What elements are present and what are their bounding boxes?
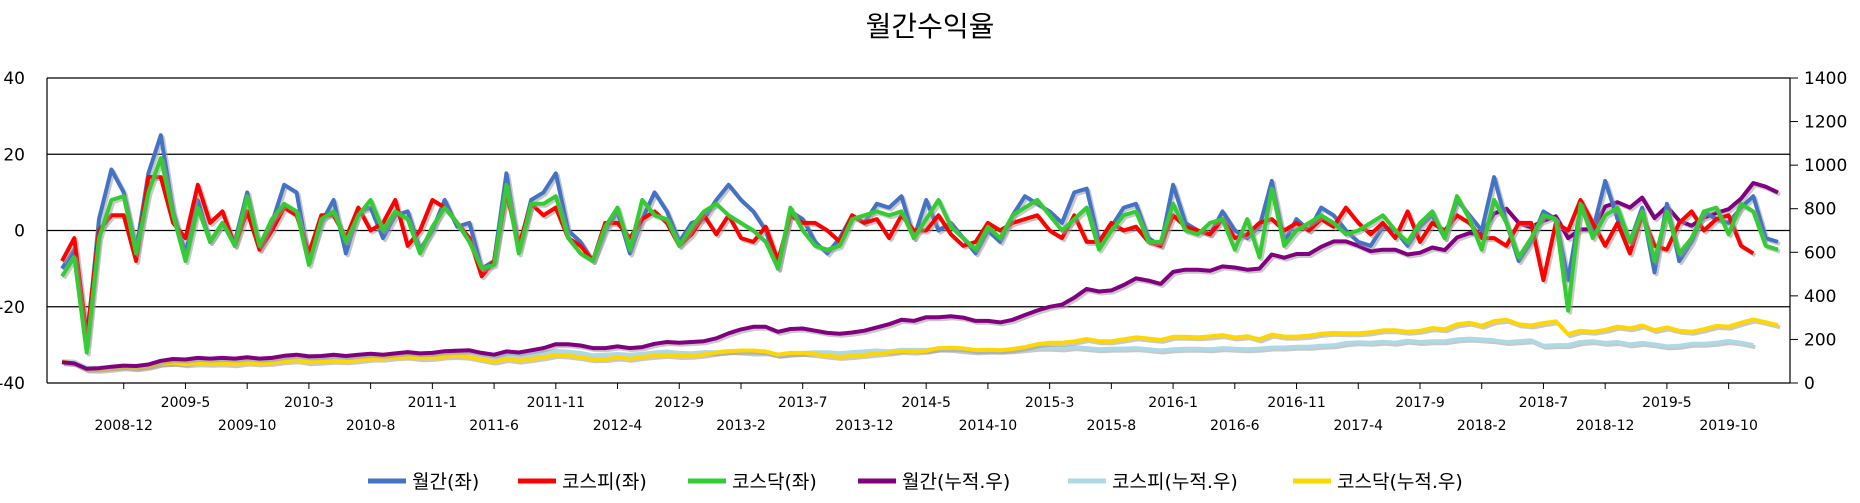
x-tick-label: 2019-5 xyxy=(1642,395,1692,411)
x-tick-label: 2015-3 xyxy=(1025,395,1075,411)
series-shadow-monthly xyxy=(62,135,1781,349)
x-tick-label: 2017-9 xyxy=(1395,395,1445,411)
x-axis: 2009-5 2010-3 2011-1 2011-11 2012-9 2013-7 201… xyxy=(94,383,1758,434)
y-left-tick-label: 40 xyxy=(3,69,25,89)
y-right-tick-label: 800 xyxy=(1804,200,1836,220)
left-axis: 40 20 0 -20 -40 xyxy=(0,69,48,394)
y-right-tick-label: 1200 xyxy=(1804,113,1847,133)
x-tick-label: 2008-12 xyxy=(94,418,153,434)
y-right-tick-label: 1400 xyxy=(1804,69,1847,89)
x-tick-label: 2018-12 xyxy=(1576,418,1635,434)
x-tick-label: 2009-10 xyxy=(218,418,277,434)
x-tick-label: 2018-7 xyxy=(1519,395,1569,411)
right-axis: 1400 1200 1000 800 600 400 200 0 xyxy=(1789,69,1847,394)
x-tick-label: 2019-10 xyxy=(1699,418,1758,434)
y-right-tick-label: 1000 xyxy=(1804,156,1847,176)
legend: 월간(좌) 코스피(좌) 코스닥(좌) 월간(누적.우) 코스피(누적.우) 코스닥(누적… xyxy=(368,471,1463,493)
x-tick-label: 2014-5 xyxy=(901,395,951,411)
x-tick-label: 2011-11 xyxy=(527,395,586,411)
x-tick-label: 2013-12 xyxy=(835,418,894,434)
x-tick-label: 2016-11 xyxy=(1267,395,1326,411)
y-right-tick-label: 0 xyxy=(1804,374,1815,394)
legend-label-kosdaq-cumulative: 코스닥(누적.우) xyxy=(1337,471,1463,493)
x-tick-label: 2011-1 xyxy=(408,395,458,411)
y-left-tick-label: -40 xyxy=(0,374,25,394)
legend-label-kosdaq: 코스닥(좌) xyxy=(732,471,817,493)
series-shadow-kosdaq-cumulative xyxy=(63,319,1781,374)
y-right-tick-label: 600 xyxy=(1804,243,1836,263)
x-tick-label: 2016-1 xyxy=(1148,395,1198,411)
series-shadow-kosdaq xyxy=(62,158,1781,357)
series-line-kosdaq xyxy=(60,156,1779,355)
x-tick-label: 2015-8 xyxy=(1087,418,1137,434)
series-line-kosdaq-cumulative xyxy=(61,317,1779,372)
y-left-tick-label: 20 xyxy=(3,145,25,165)
series-line-monthly xyxy=(60,133,1779,347)
x-tick-label: 2010-3 xyxy=(284,395,334,411)
legend-label-kospi-cumulative: 코스피(누적.우) xyxy=(1112,471,1238,493)
chart-title: 월간수익율 xyxy=(866,10,995,43)
y-right-tick-label: 400 xyxy=(1804,287,1836,307)
x-tick-label: 2011-6 xyxy=(469,418,519,434)
x-tick-label: 2017-4 xyxy=(1333,418,1383,434)
legend-label-monthly-cumulative: 월간(누적.우) xyxy=(902,471,1010,493)
series-shadow-monthly-cumulative xyxy=(63,183,1781,373)
x-tick-label: 2018-2 xyxy=(1457,418,1507,434)
legend-label-monthly: 월간(좌) xyxy=(412,471,479,493)
x-tick-label: 2012-4 xyxy=(593,418,643,434)
x-tick-label: 2013-7 xyxy=(778,395,828,411)
x-tick-label: 2014-10 xyxy=(959,418,1018,434)
x-tick-label: 2012-9 xyxy=(654,395,704,411)
y-left-tick-label: -20 xyxy=(0,298,25,318)
series-lines xyxy=(60,133,1781,374)
y-left-tick-label: 0 xyxy=(14,222,25,242)
x-tick-label: 2016-6 xyxy=(1210,418,1260,434)
legend-label-kospi: 코스피(좌) xyxy=(562,471,647,493)
x-tick-label: 2009-5 xyxy=(161,395,211,411)
x-tick-label: 2013-2 xyxy=(716,418,766,434)
y-right-tick-label: 200 xyxy=(1804,330,1836,350)
x-tick-label: 2010-8 xyxy=(346,418,396,434)
